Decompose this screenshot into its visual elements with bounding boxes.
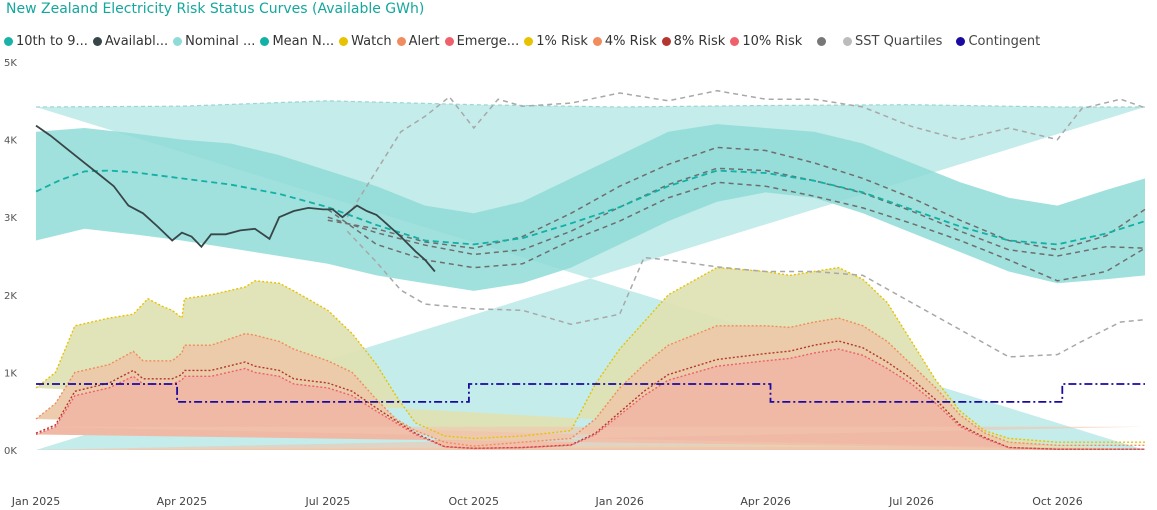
legend-dot-icon [661,36,671,46]
risk-10pct-line [35,348,1145,450]
legend2-item-0[interactable] [817,36,829,46]
legend-item-4[interactable]: Watch [339,33,392,49]
y-tick-label: 3K [4,213,17,224]
legend-label: 10% Risk [742,33,803,49]
legend-item-3[interactable]: Mean N... [260,34,334,49]
mean-nominal-line [35,169,1146,246]
y-tick-label: 0K [4,446,17,457]
legend-item-1[interactable]: Availabl... [92,33,169,49]
x-tick-label: Jan 2026 [594,495,643,508]
x-tick-label: Jan 2025 [11,495,60,508]
nominal-upper-line [35,100,1145,108]
emergency-area [36,349,1145,450]
legend-dot-icon [730,36,740,46]
y-tick-label: 2K [4,291,17,302]
y-tick-label: 4K [4,136,17,147]
legend-dot-icon [956,36,966,46]
legend-dot-icon [444,36,454,46]
legend-dot-icon [592,36,602,46]
x-tick-label: Oct 2025 [449,495,500,508]
sst-quartile-line-1 [327,167,1146,257]
risk-4pct-line [35,317,1145,447]
legend-item-9[interactable]: 8% Risk [661,33,726,49]
sst-quartile-line-2 [327,181,1146,282]
legend-label: 1% Risk [536,33,588,49]
percentile-band-area [36,124,1145,291]
contingent-line [36,383,1145,403]
y-tick-label: 5K [4,58,17,69]
legend-label: Watch [351,33,392,49]
sst-outer-line-1 [346,230,1146,358]
legend-item-0[interactable]: 10th to 9... [4,34,88,49]
legend-dot-icon [817,36,826,46]
x-tick-label: Jul 2025 [304,495,350,508]
sst-quartile-line-0 [327,146,1146,251]
legend-dot-icon [339,36,349,46]
legend-label: 10th to 9... [16,33,88,49]
legend-label: Contingent [968,33,1041,49]
chart-title: New Zealand Electricity Risk Status Curv… [6,1,425,17]
legend-label: 4% Risk [604,33,657,49]
legend: 10th to 9... Availabl... Nominal ... Mean N… [4,31,802,51]
x-tick-label: Jul 2026 [888,495,934,508]
legend2-item-2[interactable]: Contingent [956,34,1040,49]
legend-dot-icon [843,36,852,46]
legend-label: 8% Risk [673,33,726,49]
base-fill-area [36,426,1145,450]
sst-outer-line-0 [346,89,1146,218]
legend-item-5[interactable]: Alert [396,33,440,49]
legend-item-6[interactable]: Emerge... [444,33,520,49]
x-tick-label: Apr 2025 [157,495,208,508]
legend-item-7[interactable]: 1% Risk [524,34,588,49]
legend-label: Alert [408,33,440,49]
legend-item-2[interactable]: Nominal ... [173,34,255,49]
legend-item-8[interactable]: 4% Risk [592,33,657,49]
legend-dot-icon [524,36,534,46]
legend-label: Mean N... [272,33,335,49]
legend-secondary: SST Quartiles Contingent [817,31,1054,51]
legend-dot-icon [92,36,102,46]
y-tick-label: 1K [4,368,17,379]
x-tick-label: Oct 2026 [1032,495,1083,508]
risk-1pct-line [35,266,1145,443]
legend-label: SST Quartiles [855,33,943,49]
legend-dot-icon [396,36,406,46]
x-tick-label: Apr 2026 [740,495,791,508]
available-line [35,124,436,273]
legend-dot-icon [173,36,183,46]
legend-label: Nominal ... [185,33,256,49]
legend2-item-1[interactable]: SST Quartiles [843,34,942,49]
legend-label: Emerge... [456,33,520,49]
legend-label: Availabl... [104,33,169,49]
legend-item-10[interactable]: 10% Risk [730,34,802,49]
legend-dot-icon [4,36,13,46]
legend-dot-icon [260,36,270,46]
